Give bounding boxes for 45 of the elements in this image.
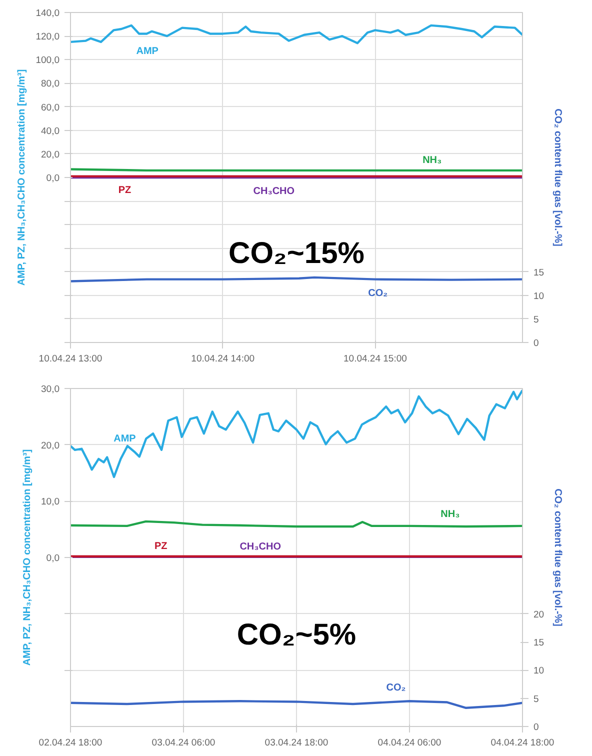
y2-axis-title: CO₂ content flue gas [vol.-%] <box>552 108 564 246</box>
series-label: CH₃CHO <box>240 541 282 552</box>
y-tick-label: 20,0 <box>41 149 60 160</box>
series-label: AMP <box>114 434 136 445</box>
y-tick-label: 80,0 <box>41 78 60 90</box>
y2-tick-label: 5 <box>534 694 539 705</box>
x-tick-label: 10.04.24 15:00 <box>344 354 407 364</box>
y2-tick-label: 10 <box>534 290 544 302</box>
x-tick-label: 10.04.24 14:00 <box>191 354 255 364</box>
y-tick-label: 20,0 <box>41 440 60 452</box>
series-label: AMP <box>136 46 159 57</box>
y2-axis-title: CO₂ content flue gas [vol.-%] <box>552 488 564 626</box>
x-tick-label: 04.04.24 18:00 <box>490 738 554 748</box>
series-label: PZ <box>118 184 132 196</box>
series-label: NH₃ <box>422 154 442 166</box>
y-tick-label: 140,0 <box>36 8 60 19</box>
y2-tick-label: 10 <box>534 666 544 677</box>
y-tick-label: 0,0 <box>46 173 60 184</box>
y-tick-label: 40,0 <box>41 126 60 137</box>
x-tick-label: 02.04.24 18:00 <box>38 738 102 748</box>
series-label: CH₃CHO <box>253 186 295 197</box>
y-tick-label: 120,0 <box>36 32 60 43</box>
x-tick-label: 03.04.24 18:00 <box>264 738 328 748</box>
y-tick-label: 10,0 <box>41 496 60 508</box>
y-tick-label: 60,0 <box>41 102 60 114</box>
x-tick-label: 10.04.24 13:00 <box>38 354 102 364</box>
annotation: CO₂~15% <box>228 236 364 270</box>
y-tick-label: 100,0 <box>36 55 60 66</box>
annotation: CO₂~5% <box>236 618 356 652</box>
x-tick-label: 04.04.24 06:00 <box>378 738 442 748</box>
y-tick-label: 30,0 <box>41 384 60 395</box>
y2-tick-label: 0 <box>534 722 539 733</box>
series-label: NH₃ <box>440 508 460 520</box>
y2-tick-label: 15 <box>534 267 544 278</box>
x-tick-label: 03.04.24 06:00 <box>152 738 216 748</box>
y2-tick-label: 0 <box>534 338 539 349</box>
series-label: PZ <box>154 540 168 552</box>
y2-tick-label: 5 <box>534 314 539 326</box>
series-label: CO₂ <box>368 288 388 299</box>
y2-tick-label: 15 <box>534 638 544 648</box>
y-tick-label: 0,0 <box>46 553 60 564</box>
y-axis-title: AMP, PZ, NH₃,CH₃CHO concentration [mg/m³] <box>16 69 28 286</box>
y-axis-title: AMP, PZ, NH₃,CH₃CHO concentration [mg/m³] <box>22 449 34 666</box>
y2-tick-label: 20 <box>534 609 544 620</box>
series-label: CO₂ <box>386 682 406 694</box>
